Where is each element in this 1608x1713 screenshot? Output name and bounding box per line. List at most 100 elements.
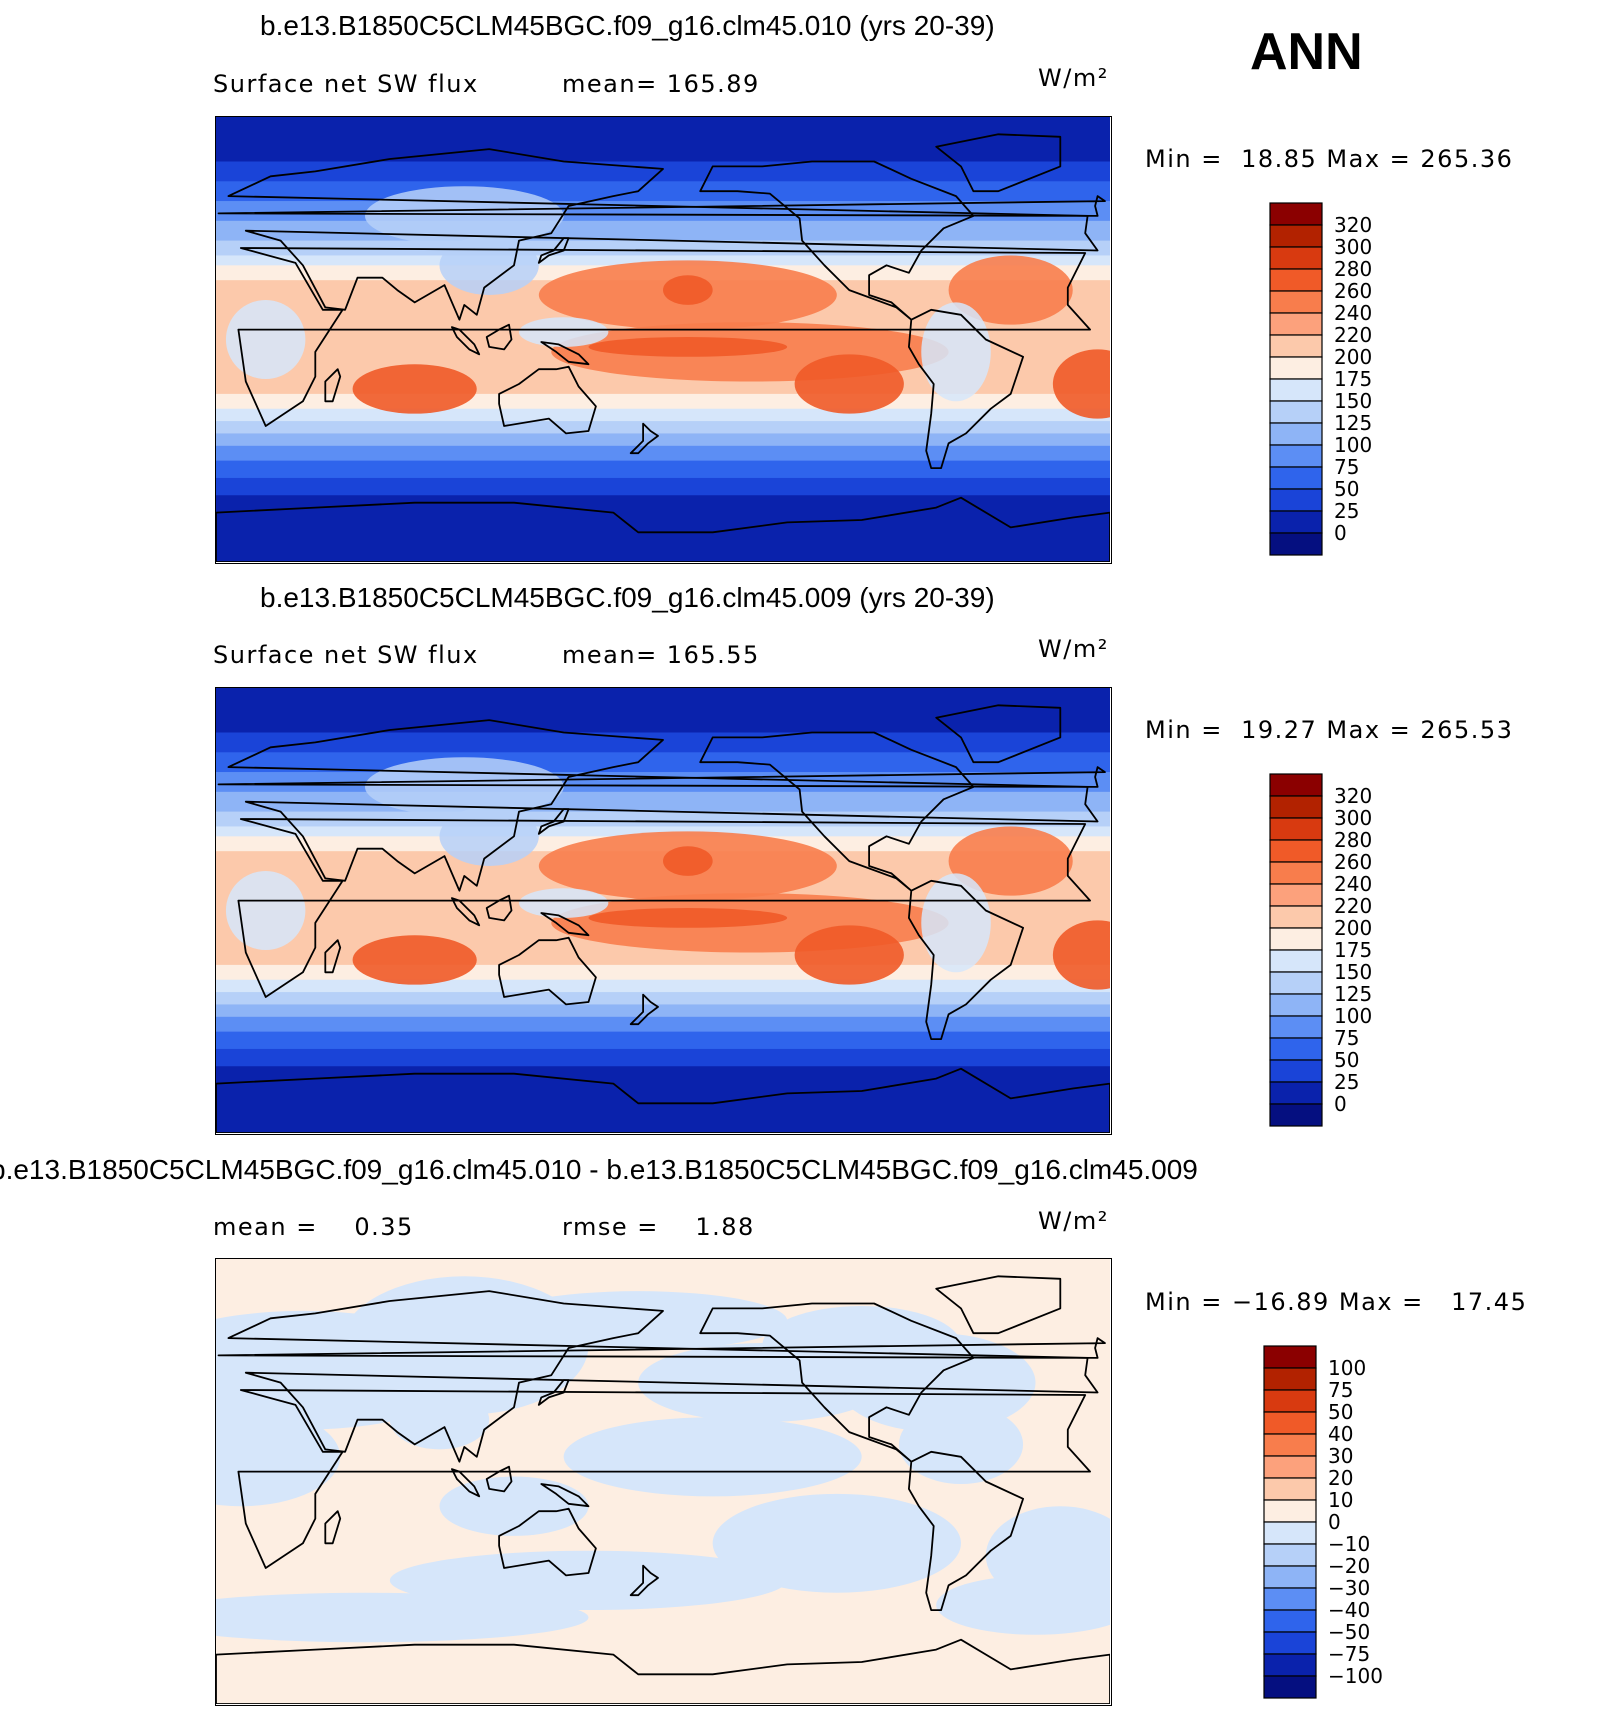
coastline-newguinea bbox=[540, 1483, 590, 1508]
colorbar-box bbox=[1269, 927, 1323, 951]
colorbar-tick-label: 125 bbox=[1334, 411, 1372, 435]
field-patch bbox=[216, 1407, 341, 1507]
colorbar-tick-label: 50 bbox=[1334, 477, 1359, 501]
colorbar-tick-label: 30 bbox=[1328, 1444, 1353, 1468]
coastline-uk bbox=[217, 1337, 1106, 1359]
panel-3-units: W/m² bbox=[1038, 1207, 1109, 1235]
field-band bbox=[216, 421, 1110, 434]
coastline-sumatra bbox=[450, 897, 481, 927]
colorbar-tick-label: −30 bbox=[1328, 1576, 1370, 1600]
colorbar-box bbox=[1263, 1367, 1317, 1391]
panel-1-colorbar: 320 300 280 260 240 220 200 175 150 125 100 75 50 25 0 bbox=[1268, 202, 1428, 558]
coastlines bbox=[216, 133, 1110, 562]
field-minimum bbox=[225, 870, 306, 951]
field-band bbox=[216, 1031, 1110, 1050]
panel-3-mean-label: mean = 0.35 bbox=[213, 1213, 414, 1241]
field-maximum bbox=[352, 364, 477, 414]
colorbar-box bbox=[1269, 290, 1323, 314]
panel-2-map bbox=[215, 687, 1112, 1135]
coastline-samerica bbox=[908, 1450, 1024, 1612]
colorbar-tick-label: 280 bbox=[1334, 257, 1372, 281]
field-patch bbox=[712, 1493, 961, 1593]
colorbar-box bbox=[1269, 400, 1323, 424]
colorbar-box bbox=[1269, 378, 1323, 402]
field-band bbox=[216, 964, 1110, 981]
coastline-newguinea bbox=[540, 341, 590, 366]
coastline-africa bbox=[237, 247, 1091, 427]
field-band bbox=[216, 1048, 1110, 1067]
field-band bbox=[216, 460, 1110, 479]
field-band bbox=[216, 408, 1110, 422]
coastline-namerica bbox=[699, 731, 975, 892]
colorbar-tick-label: 260 bbox=[1334, 850, 1372, 874]
colorbar-box bbox=[1263, 1455, 1317, 1479]
field-band bbox=[216, 1066, 1110, 1133]
colorbar-tick-label: 20 bbox=[1328, 1466, 1353, 1490]
coastline-australia bbox=[498, 1507, 597, 1577]
colorbar-box bbox=[1269, 839, 1323, 863]
colorbar-tick-label: 100 bbox=[1328, 1356, 1366, 1380]
colorbar-tick-label: 220 bbox=[1334, 323, 1372, 347]
colorbar-box bbox=[1269, 444, 1323, 468]
coastline-nz bbox=[629, 422, 659, 455]
coastline-greenland bbox=[935, 133, 1062, 193]
coastline-namerica bbox=[699, 1302, 975, 1463]
colorbar-tick-label: −40 bbox=[1328, 1598, 1370, 1622]
colorbar-box bbox=[1263, 1587, 1317, 1611]
coastline-antarctica bbox=[216, 1067, 1110, 1133]
colorbar-tick-label: 0 bbox=[1334, 1092, 1347, 1116]
colorbar-tick-label: 300 bbox=[1334, 806, 1372, 830]
field-patch bbox=[936, 1575, 1110, 1635]
coastline-borneo bbox=[485, 1465, 513, 1493]
colorbar-tick-label: 100 bbox=[1334, 1004, 1372, 1028]
field-band bbox=[216, 1016, 1110, 1033]
field-layer bbox=[216, 688, 1110, 1133]
coastline-japan bbox=[537, 808, 570, 835]
colorbar-box bbox=[1269, 268, 1323, 292]
panel-1-title: b.e13.B1850C5CLM45BGC.f09_g16.clm45.010 … bbox=[260, 10, 995, 41]
coastline-africa bbox=[237, 818, 1091, 998]
coastline-nz bbox=[629, 1564, 659, 1597]
coastline-borneo bbox=[485, 894, 513, 922]
colorbar-tick-label: 75 bbox=[1334, 1026, 1359, 1050]
colorbar-box bbox=[1269, 905, 1323, 929]
colorbar-tick-label: 25 bbox=[1334, 499, 1359, 523]
colorbar-box bbox=[1269, 202, 1323, 226]
colorbar-box bbox=[1269, 334, 1323, 358]
colorbar-box bbox=[1269, 861, 1323, 885]
colorbar-box bbox=[1263, 1543, 1317, 1567]
colorbar-tick-label: 320 bbox=[1334, 784, 1372, 808]
panel-3-map bbox=[215, 1258, 1112, 1706]
colorbar-box bbox=[1269, 817, 1323, 841]
colorbar-box bbox=[1263, 1477, 1317, 1501]
colorbar-box bbox=[1269, 1103, 1323, 1127]
field-band bbox=[216, 433, 1110, 447]
panel-1-minmax: Min = 18.85 Max = 265.36 bbox=[1145, 145, 1514, 173]
field-maximum bbox=[588, 337, 788, 357]
field-minimum bbox=[921, 302, 991, 402]
colorbar-tick-label: 50 bbox=[1334, 1048, 1359, 1072]
coastline-madagascar bbox=[324, 939, 342, 974]
colorbar-tick-label: 0 bbox=[1328, 1510, 1341, 1534]
field-patch bbox=[216, 1592, 589, 1643]
coastline-namerica bbox=[699, 160, 975, 321]
coastline-australia bbox=[498, 365, 597, 435]
coastline-newguinea bbox=[540, 912, 590, 937]
coastline-eurasia bbox=[227, 1290, 1099, 1463]
colorbar-box bbox=[1269, 312, 1323, 336]
field-layer bbox=[216, 1259, 1110, 1704]
panel-2-variable-label: Surface net SW flux bbox=[213, 641, 479, 669]
field-band bbox=[216, 117, 1110, 162]
colorbar-box bbox=[1263, 1631, 1317, 1655]
colorbar-tick-label: 75 bbox=[1328, 1378, 1353, 1402]
colorbar-tick-label: −10 bbox=[1328, 1532, 1370, 1556]
coastlines bbox=[216, 1275, 1110, 1704]
colorbar-tick-label: 0 bbox=[1334, 521, 1347, 545]
colorbar-box bbox=[1269, 993, 1323, 1017]
panel-2-mean-label: mean= 165.55 bbox=[562, 641, 760, 669]
panel-2-minmax: Min = 19.27 Max = 265.53 bbox=[1145, 716, 1514, 744]
field-maximum bbox=[1052, 349, 1110, 419]
colorbar-box bbox=[1269, 773, 1323, 797]
coastline-eurasia bbox=[227, 719, 1099, 892]
field-patch bbox=[389, 1550, 788, 1611]
